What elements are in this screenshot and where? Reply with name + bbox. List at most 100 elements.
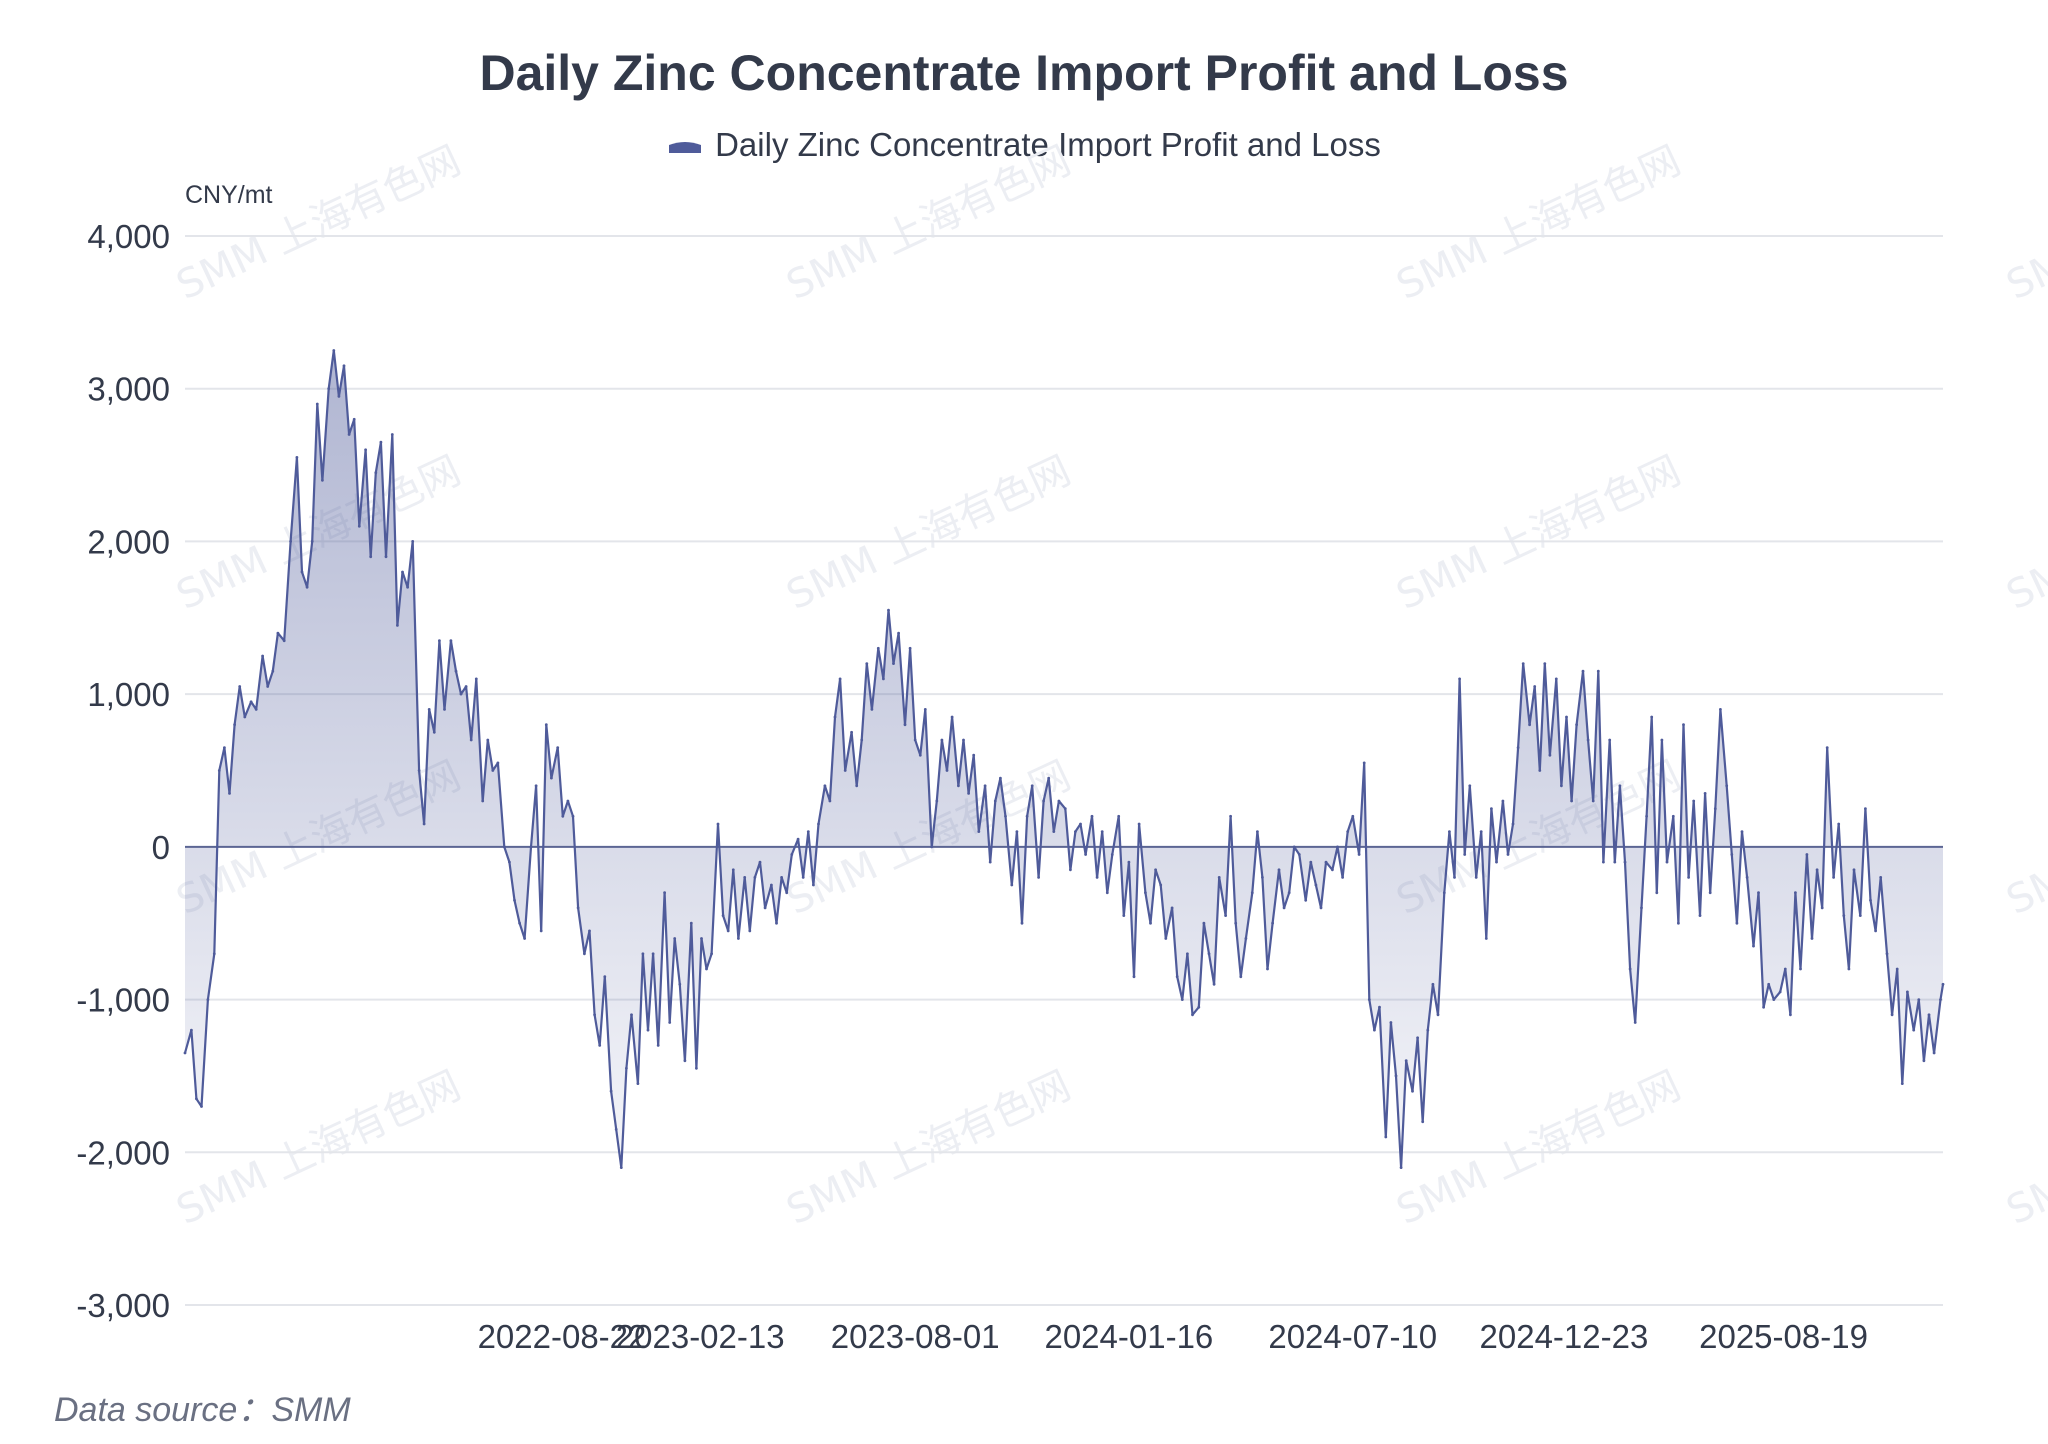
data-point xyxy=(967,792,970,795)
data-point xyxy=(1367,998,1371,1001)
data-point xyxy=(683,1059,687,1063)
data-point xyxy=(833,715,837,719)
data-point xyxy=(1613,860,1617,864)
data-point xyxy=(1837,822,1841,826)
chart-legend[interactable]: Daily Zinc Concentrate Import Profit and… xyxy=(0,126,2048,164)
data-point xyxy=(357,524,361,528)
data-point xyxy=(534,784,538,788)
data-point xyxy=(1832,876,1835,879)
data-point xyxy=(1900,1082,1904,1085)
data-point xyxy=(1917,998,1921,1001)
data-point xyxy=(276,631,280,635)
y-tick-label: -2,000 xyxy=(76,1134,170,1171)
data-point xyxy=(1864,807,1867,811)
data-point xyxy=(183,1051,187,1055)
data-point xyxy=(1324,860,1328,864)
data-point xyxy=(1745,876,1749,879)
data-point xyxy=(850,730,853,734)
data-point xyxy=(1170,906,1174,910)
legend-series-label: Daily Zinc Concentrate Import Profit and… xyxy=(715,126,1381,163)
y-tick-label: 0 xyxy=(152,829,170,866)
data-point xyxy=(957,784,960,788)
data-point xyxy=(1772,998,1776,1001)
data-point xyxy=(923,708,927,711)
data-point xyxy=(775,921,778,925)
data-point xyxy=(1645,814,1648,818)
watermark-text: SMM 上海有色网 xyxy=(170,1063,468,1234)
watermark-text: SMM 上海有色网 xyxy=(2000,1063,2048,1234)
data-point xyxy=(897,631,900,635)
data-point xyxy=(806,830,810,833)
data-point xyxy=(556,746,560,749)
data-point xyxy=(865,662,869,665)
data-point xyxy=(1463,853,1467,856)
data-point xyxy=(1581,669,1585,673)
data-point xyxy=(1810,937,1814,940)
data-point xyxy=(315,402,319,406)
data-point xyxy=(1719,708,1722,711)
data-point xyxy=(1069,868,1072,872)
data-point xyxy=(1932,1051,1936,1055)
data-point xyxy=(1421,1120,1425,1124)
data-point xyxy=(1404,1059,1408,1063)
data-point xyxy=(663,891,666,895)
data-point xyxy=(887,608,890,612)
data-point xyxy=(1256,830,1259,833)
y-axis: CNY/mt 4,000 3,000 2,000 1,000 0 -1,000 -2,000… xyxy=(76,181,272,1324)
data-point xyxy=(1521,662,1525,665)
data-point xyxy=(892,662,895,665)
data-point xyxy=(1431,982,1435,986)
data-point xyxy=(571,814,575,818)
data-point xyxy=(721,914,725,917)
data-point xyxy=(588,929,591,933)
data-point xyxy=(432,730,436,734)
series-line[interactable] xyxy=(183,349,1945,1169)
data-point xyxy=(1825,746,1829,749)
data-point xyxy=(748,929,752,933)
data-point xyxy=(1277,868,1281,872)
data-point xyxy=(695,1066,698,1070)
legend-swatch-icon xyxy=(669,142,702,154)
data-point xyxy=(1939,998,1942,1001)
data-point xyxy=(603,975,607,979)
data-point xyxy=(1224,914,1227,917)
data-point xyxy=(481,799,485,803)
data-point xyxy=(491,769,495,772)
data-point xyxy=(347,433,351,436)
data-point xyxy=(1725,784,1729,788)
data-point xyxy=(1180,998,1184,1001)
data-point xyxy=(401,570,404,574)
data-point xyxy=(1730,853,1734,856)
data-point xyxy=(233,723,237,727)
data-point xyxy=(838,677,842,681)
data-point xyxy=(1095,876,1099,879)
data-point xyxy=(646,1028,650,1032)
data-point xyxy=(1234,921,1238,925)
data-point xyxy=(228,792,231,795)
data-point xyxy=(1655,891,1659,895)
data-point xyxy=(1548,753,1552,757)
data-point xyxy=(212,952,216,956)
data-point xyxy=(374,471,378,475)
data-point xyxy=(1528,723,1531,727)
data-point xyxy=(1175,975,1179,979)
data-point xyxy=(1506,853,1510,856)
data-point xyxy=(502,845,506,849)
data-point xyxy=(843,769,847,772)
data-point xyxy=(1042,799,1045,803)
x-tick-label: 2025-08-19 xyxy=(1699,1318,1868,1355)
data-point xyxy=(593,1013,596,1017)
x-tick-label: 2024-12-23 xyxy=(1480,1318,1649,1355)
data-point xyxy=(770,883,773,887)
data-point xyxy=(668,1021,672,1024)
data-point xyxy=(523,937,526,940)
data-point xyxy=(731,868,735,872)
data-point xyxy=(801,876,805,879)
data-point xyxy=(705,967,708,971)
data-point xyxy=(217,769,221,772)
data-point xyxy=(1362,761,1366,765)
data-point xyxy=(379,440,383,444)
data-point xyxy=(422,822,426,826)
data-point xyxy=(1927,1013,1931,1017)
data-point xyxy=(1623,860,1627,864)
